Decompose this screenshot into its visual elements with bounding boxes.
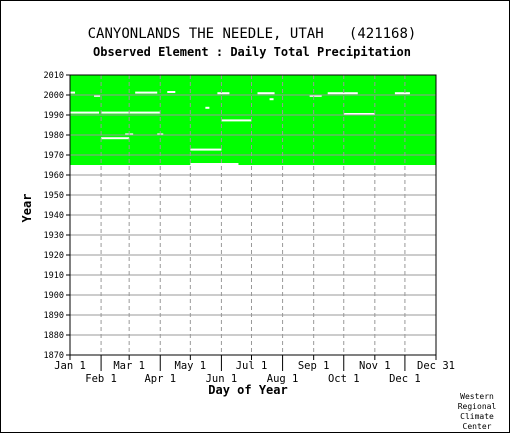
credit-line: Western	[460, 392, 494, 401]
y-tick-label-1920: 1920	[44, 251, 64, 261]
missing-segment-11	[257, 92, 275, 95]
chart-title: CANYONLANDS THE NEEDLE, UTAH (421168)	[88, 26, 417, 42]
y-tick-label-2000: 2000	[44, 91, 64, 101]
y-tick-label-1870: 1870	[44, 351, 64, 361]
y-tick-label-1980: 1980	[44, 131, 64, 141]
y-tick-label-1910: 1910	[44, 271, 64, 281]
missing-segment-16	[269, 98, 274, 101]
x-tick-label-upper: Mar 1	[113, 360, 145, 372]
x-tick-label-upper: Sep 1	[298, 360, 330, 372]
y-tick-label-1880: 1880	[44, 331, 64, 341]
missing-segment-10	[217, 92, 230, 95]
y-axis-label: Year	[20, 194, 34, 223]
x-tick-label-upper: May 1	[175, 360, 207, 372]
x-tick-label-upper: Dec 31	[417, 360, 455, 372]
x-tick-label-lower: Jun 1	[206, 373, 238, 385]
missing-segment-14	[94, 94, 101, 97]
missing-segment-5	[190, 148, 222, 151]
x-tick-label-lower: Apr 1	[144, 373, 176, 385]
credit-line: Regional	[458, 402, 497, 411]
x-axis-ticks: Jan 1 Mar 1 May 1 Jul 1 Sep 1 Nov 1 Dec 31 Feb …	[54, 355, 455, 385]
chart-subtitle: Observed Element : Daily Total Precipita…	[93, 45, 411, 59]
credit-line: Center	[463, 422, 492, 431]
data-coverage-layer	[70, 75, 436, 165]
x-tick-label-lower: Oct 1	[328, 373, 360, 385]
missing-segment-15	[309, 94, 322, 97]
missing-segment-2	[343, 113, 375, 115]
y-tick-label-1950: 1950	[44, 191, 64, 201]
x-tick-label-upper: Jan 1	[54, 360, 86, 372]
missing-segment-8	[135, 91, 158, 94]
y-tick-label-1900: 1900	[44, 291, 64, 301]
missing-segment-7	[70, 91, 76, 94]
x-tick-label-lower: Feb 1	[85, 373, 117, 385]
missing-segment-0	[70, 111, 100, 114]
y-tick-label-1990: 1990	[44, 111, 64, 121]
y-axis-ticks: 1870 1880 1890 1900 1910 1920 1930 1940 1950 1960…	[44, 71, 70, 361]
credit-line: Climate	[460, 412, 494, 421]
missing-segment-12	[327, 92, 358, 95]
data-coverage-band	[70, 75, 436, 165]
missing-segment-13	[394, 92, 410, 95]
missing-segment-4	[101, 137, 130, 140]
x-tick-label-upper: Jul 1	[236, 360, 268, 372]
missing-segment-17	[205, 106, 210, 109]
y-tick-label-1940: 1940	[44, 211, 64, 221]
missing-segment-9	[167, 91, 176, 93]
grid-layer	[70, 75, 436, 355]
x-tick-label-upper: Nov 1	[359, 360, 391, 372]
y-tick-label-1970: 1970	[44, 151, 64, 161]
x-tick-label-lower: Dec 1	[389, 373, 421, 385]
missing-segment-6	[190, 163, 239, 165]
missing-segment-1	[101, 111, 161, 114]
y-tick-label-1890: 1890	[44, 311, 64, 321]
y-tick-label-1960: 1960	[44, 171, 64, 181]
y-tick-label-1930: 1930	[44, 231, 64, 241]
y-tick-label-2010: 2010	[44, 71, 64, 81]
x-tick-label-lower: Aug 1	[267, 373, 299, 385]
missing-segment-3	[221, 119, 252, 122]
x-axis-label: Day of Year	[208, 383, 287, 397]
